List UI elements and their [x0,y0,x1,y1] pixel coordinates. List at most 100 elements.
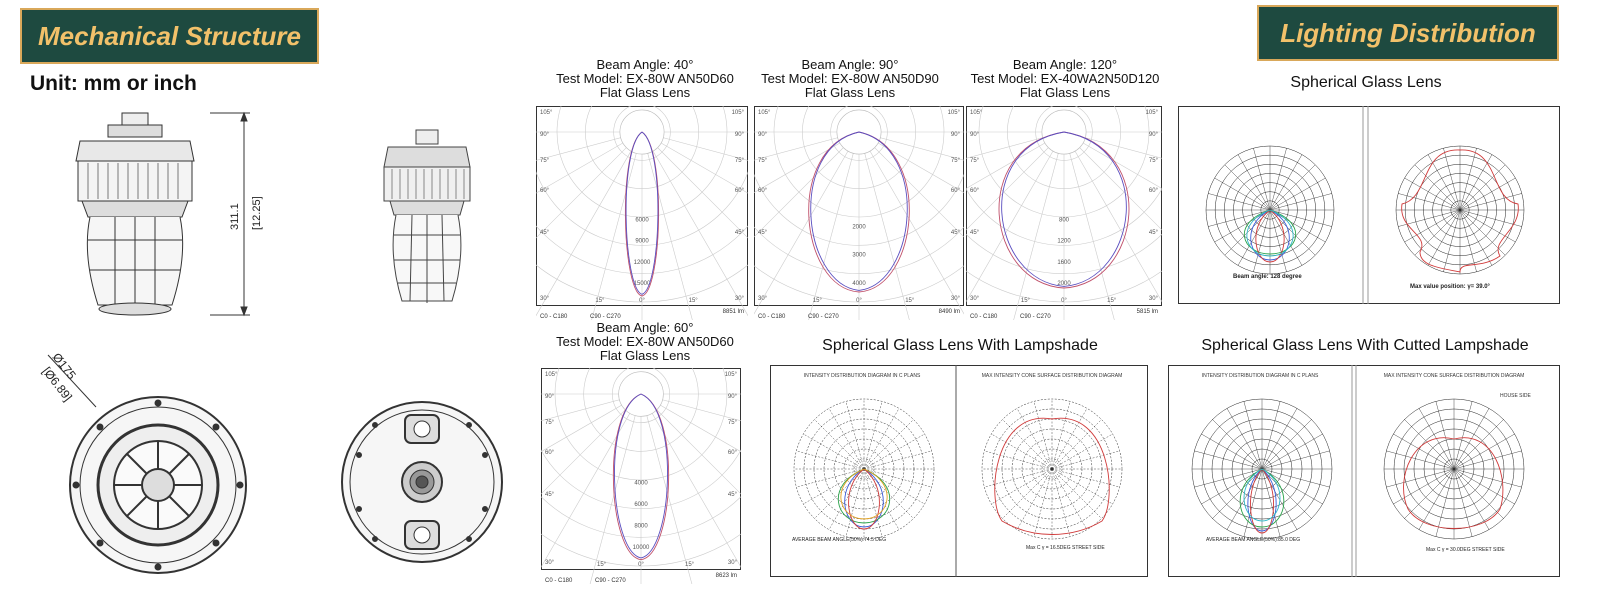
polar-angle-label: 45° [951,230,961,236]
polar-angle-label: 45° [970,230,980,236]
cutted-right-heading: MAX INTENSITY CONE SURFACE DISTRIBUTION … [1384,373,1524,379]
lampshade-right-heading: MAX INTENSITY CONE SURFACE DISTRIBUTION … [982,373,1122,379]
polar-angle-label: 75° [728,420,738,426]
polar-ring-label: 800 [1059,217,1070,223]
polar-ring-label: 8000 [634,523,648,529]
polar-angle-label: 15° [689,298,699,304]
polar-angle-label: 105° [545,372,558,378]
polar2-caption: Beam Angle: 90° Test Model: EX-80W AN50D… [740,58,960,100]
polar1-test-model: Test Model: EX-80W AN50D60 [556,71,734,86]
polar-ring-label: 1200 [1057,239,1071,245]
polar-curve-c90-c270 [625,131,659,295]
polar-angle-label: 60° [1149,188,1159,194]
spherical-max-position: Max value position: γ= 39.0° [1410,284,1491,290]
polar-angle-label: 90° [728,394,738,400]
polar-angle-label: 45° [540,230,550,236]
cutted-average-beam: AVERAGE BEAM ANGLE(50%):85.0 DEG [1206,537,1300,543]
c90-c270-curve [1243,209,1297,255]
polar-angle-label: 90° [735,132,745,138]
polar-angle-label: 90° [540,132,550,138]
polar2-beam-angle: Beam Angle: 90° [801,57,899,72]
polar-angle-label: 105° [540,110,553,116]
lampshade-left-heading: INTENSITY DISTRIBUTION DIAGRAM IN C PLAN… [804,373,921,379]
polar-angle-label: 15° [1107,298,1117,304]
height-mm-label: 311.1 [229,203,241,230]
polar-ring-label: 3000 [852,253,866,259]
polar-angle-label: 30° [951,296,961,302]
polar-angle-label: 30° [728,560,738,566]
polar-lumens: 8851 lm [723,309,744,315]
polar-chart-beam-40: 105° 105° 90° 90° 75° 75° 60° 60° 45° 45° 30° 30° 15… [536,106,748,320]
polar-angle-label: 60° [735,188,745,194]
polar-ring-label: 15000 [634,281,651,287]
polar-angle-label: 75° [758,158,768,164]
polar-angle-label: 105° [970,110,983,116]
polar-curve-c90-c270 [1001,131,1127,287]
c0-c180-curve [1250,209,1290,261]
polar-angle-label: 105° [725,372,738,378]
c0-c180-curve [1247,468,1277,532]
c135-curve [1243,468,1281,522]
polar1-lens: Flat Glass Lens [599,85,691,100]
spherical-beam-angle: Beam angle: 128 degree [1233,274,1302,280]
lamp-bottom-view-drawing: Ø175 [Ø6.89] [40,350,247,574]
polar-ring-label: 12000 [634,260,651,266]
spherical-lens-diagram: Beam angle: 128 degree Max value positio… [1178,106,1560,304]
polar-angle-label: 105° [1146,110,1159,116]
polar2-test-model: Test Model: EX-80W AN50D90 [761,71,939,86]
polar4-beam-angle: Beam Angle: 60° [596,320,694,335]
polar-angle-label: 15° [1021,298,1031,304]
mechanical-structure-banner: Mechanical Structure [20,8,319,64]
polar-angle-label: 45° [1149,230,1159,236]
polar-ring-label: 6000 [634,502,648,508]
polar-legend-c90: C90 - C270 [1020,314,1051,320]
polar-chart-beam-60: 105° 105° 90° 90° 75° 75° 60° 60° 45° 45° 30° 30° 15… [541,368,741,584]
polar-angle-label: 75° [735,158,745,164]
polar-angle-label: 90° [545,394,555,400]
polar-angle-label: 30° [735,296,745,302]
c90-c270-curve [837,468,891,524]
polar-angle-label: 75° [540,158,550,164]
polar-angle-label: 75° [970,158,980,164]
c135-curve [840,468,888,520]
polar-angle-label: 60° [728,450,738,456]
polar-angle-label: 60° [540,188,550,194]
polar3-lens: Flat Glass Lens [1019,85,1111,100]
lampshade-title: Spherical Glass Lens With Lampshade [822,337,1098,354]
polar4-caption: Beam Angle: 60° Test Model: EX-80W AN50D… [535,321,755,363]
lampshade-diagram: INTENSITY DISTRIBUTION DIAGRAM IN C PLAN… [770,365,1148,577]
polar-angle-label: 105° [758,110,771,116]
polar-curve-c0-c180 [998,131,1130,289]
max-cone-curve [1401,149,1519,273]
polar4-test-model: Test Model: EX-80W AN50D60 [556,334,734,349]
polar-angle-label: 75° [1149,158,1159,164]
polar-ring-label: 10000 [633,545,650,551]
spherical-lens-title: Spherical Glass Lens [1290,74,1442,91]
cutted-house-side: HOUSE SIDE [1500,393,1532,399]
polar-lumens: 8623 lm [716,573,737,579]
cutted-lampshade-diagram: INTENSITY DISTRIBUTION DIAGRAM IN C PLAN… [1168,365,1560,577]
polar-lumens: 5815 lm [1137,309,1158,315]
lamp-side-view-drawing: 311.1 [12.25] [75,111,263,317]
polar-legend-c90: C90 - C270 [590,314,621,320]
polar-ring-label: 1600 [1057,260,1071,266]
polar-ring-label: 9000 [635,239,649,245]
polar3-beam-angle: Beam Angle: 120° [1012,57,1118,72]
polar-angle-label: 75° [951,158,961,164]
polar1-caption: Beam Angle: 40° Test Model: EX-80W AN50D… [535,58,755,100]
lampshade-max: Max C γ = 16.5DEG STREET SIDE [1026,545,1105,551]
lampshade-average-beam: AVERAGE BEAM ANGLE(50%):74.5 DEG [792,537,886,543]
polar-curve-c90-c270 [810,131,908,291]
lamp-top-view-drawing [341,401,503,563]
cutted-lampshade-title: Spherical Glass Lens With Cutted Lampsha… [1201,337,1529,354]
polar-angle-label: 30° [540,296,550,302]
polar-ring-label: 2000 [1057,281,1071,287]
polar-angle-label: 15° [597,562,607,568]
c45-curve [1250,468,1274,534]
polar3-caption: Beam Angle: 120° Test Model: EX-40WA2N50… [955,58,1175,100]
polar-angle-label: 45° [728,492,738,498]
lighting-distribution-banner: Lighting Distribution [1257,5,1559,61]
polar-angle-label: 45° [545,492,555,498]
polar-curve-c0-c180 [612,393,670,561]
polar-angle-label: 30° [758,296,768,302]
